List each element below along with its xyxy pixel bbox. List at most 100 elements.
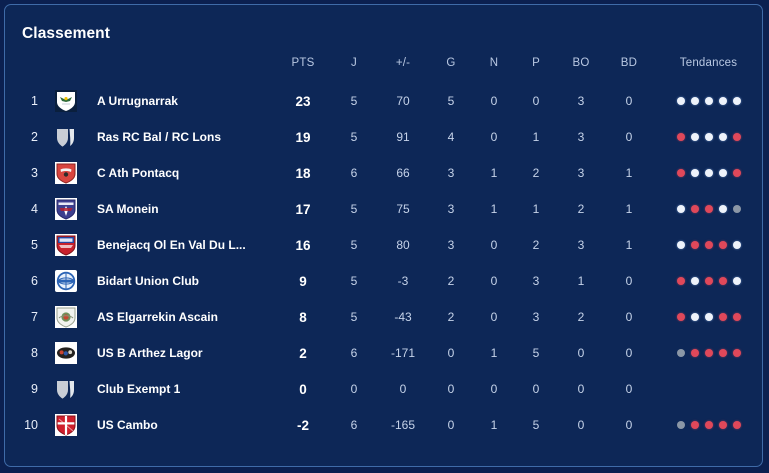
trend-dot-win[interactable] bbox=[690, 313, 699, 321]
stat-diff: 91 bbox=[396, 130, 410, 144]
trend-dot-loss[interactable] bbox=[718, 277, 727, 285]
stat-pts: 2 bbox=[299, 345, 307, 361]
column-header-g[interactable]: G bbox=[446, 57, 456, 69]
column-header-bo[interactable]: BO bbox=[572, 57, 590, 69]
stat-bd: 0 bbox=[625, 418, 633, 432]
trend-dot-loss[interactable] bbox=[690, 421, 699, 429]
table-row[interactable]: 8 US B Arthez Lagor 2 6 -171 0 1 5 0 0 bbox=[5, 335, 762, 371]
trend-dot-win[interactable] bbox=[704, 313, 713, 321]
stat-p: 0 bbox=[532, 94, 540, 108]
trend-dot-win[interactable] bbox=[676, 241, 685, 249]
table-row[interactable]: 5 Benejacq Ol En Val Du L... 16 5 80 3 0 2 3 1 bbox=[5, 227, 762, 263]
stat-pts: 19 bbox=[295, 129, 311, 145]
trend-dot-loss[interactable] bbox=[732, 421, 741, 429]
team-name[interactable]: SA Monein bbox=[97, 202, 159, 216]
column-header-n[interactable]: N bbox=[489, 57, 499, 69]
trend-dot-draw[interactable] bbox=[676, 349, 685, 357]
trend-dot-win[interactable] bbox=[704, 97, 713, 105]
table-row[interactable]: 6 Bidart Union Club 9 5 -3 2 0 3 1 0 bbox=[5, 263, 762, 299]
trend-dot-loss[interactable] bbox=[718, 241, 727, 249]
row-rank: 9 bbox=[31, 382, 38, 396]
trend-dot-loss[interactable] bbox=[718, 421, 727, 429]
stat-j: 6 bbox=[350, 418, 358, 432]
crest-arthez-icon bbox=[55, 342, 77, 364]
trend-dot-loss[interactable] bbox=[676, 133, 685, 141]
trend-dot-loss[interactable] bbox=[718, 313, 727, 321]
trend-dot-win[interactable] bbox=[732, 241, 741, 249]
trend-dot-loss[interactable] bbox=[704, 421, 713, 429]
trend-dot-draw[interactable] bbox=[732, 205, 741, 213]
stat-j: 5 bbox=[350, 130, 358, 144]
table-row[interactable]: 10 US Cambo -2 6 -165 0 1 5 0 0 bbox=[5, 407, 762, 443]
column-header-trend[interactable]: Tendances bbox=[679, 57, 738, 69]
trend-dot-loss[interactable] bbox=[732, 349, 741, 357]
stat-bd: 1 bbox=[625, 202, 633, 216]
trend-dot-loss[interactable] bbox=[732, 169, 741, 177]
team-name[interactable]: C Ath Pontacq bbox=[97, 166, 180, 180]
trend-dot-loss[interactable] bbox=[704, 241, 713, 249]
team-name[interactable]: Ras RC Bal / RC Lons bbox=[97, 130, 222, 144]
trend-dot-loss[interactable] bbox=[732, 133, 741, 141]
trend-dot-loss[interactable] bbox=[732, 313, 741, 321]
team-name[interactable]: AS Elgarrekin Ascain bbox=[97, 310, 218, 324]
trend-dot-win[interactable] bbox=[690, 97, 699, 105]
team-name[interactable]: US B Arthez Lagor bbox=[97, 346, 203, 360]
stat-diff: -43 bbox=[394, 310, 412, 324]
trend-dot-win[interactable] bbox=[676, 205, 685, 213]
row-rank: 4 bbox=[31, 202, 38, 216]
trend-dot-loss[interactable] bbox=[676, 169, 685, 177]
trend-cell bbox=[653, 263, 762, 299]
table-row[interactable]: 3 C Ath Pontacq 18 6 66 3 1 2 3 1 bbox=[5, 155, 762, 191]
table-row[interactable]: 2 Ras RC Bal / RC Lons 19 5 91 4 0 1 3 0 bbox=[5, 119, 762, 155]
trend-dot-loss[interactable] bbox=[690, 205, 699, 213]
column-header-bd[interactable]: BD bbox=[620, 57, 638, 69]
trend-dot-win[interactable] bbox=[690, 277, 699, 285]
table-row[interactable]: 7 AS Elgarrekin Ascain 8 5 -43 2 0 3 2 0 bbox=[5, 299, 762, 335]
trend-dot-draw[interactable] bbox=[676, 421, 685, 429]
stat-bo: 2 bbox=[577, 310, 585, 324]
trend-dot-win[interactable] bbox=[704, 133, 713, 141]
trend-dot-win[interactable] bbox=[676, 97, 685, 105]
table-row[interactable]: 4 SA Monein 17 5 75 3 1 1 2 1 bbox=[5, 191, 762, 227]
team-name[interactable]: A Urrugnarrak bbox=[97, 94, 178, 108]
page-title: Classement bbox=[22, 25, 111, 42]
table-row[interactable]: 9 Club Exempt 1 0 0 0 0 0 0 0 0 bbox=[5, 371, 762, 407]
stat-j: 0 bbox=[350, 382, 358, 396]
trend-dot-win[interactable] bbox=[718, 97, 727, 105]
trend-dot-loss[interactable] bbox=[704, 349, 713, 357]
table-row[interactable]: 1 A Urrugnarrak 23 5 70 5 0 0 3 0 bbox=[5, 83, 762, 119]
stat-n: 0 bbox=[490, 94, 498, 108]
trend-dot-loss[interactable] bbox=[704, 277, 713, 285]
trend-dot-win[interactable] bbox=[718, 133, 727, 141]
column-header-pts[interactable]: PTS bbox=[291, 57, 315, 69]
trend-dot-win[interactable] bbox=[732, 97, 741, 105]
team-name[interactable]: US Cambo bbox=[97, 418, 158, 432]
crest-pontacq-icon bbox=[55, 162, 77, 184]
trend-dot-win[interactable] bbox=[732, 277, 741, 285]
trend-dot-win[interactable] bbox=[690, 133, 699, 141]
trend-dot-loss[interactable] bbox=[704, 205, 713, 213]
column-header-j[interactable]: J bbox=[351, 57, 357, 69]
trend-dot-loss[interactable] bbox=[690, 241, 699, 249]
column-header-p[interactable]: P bbox=[532, 57, 540, 69]
stat-p: 2 bbox=[532, 166, 540, 180]
stat-bd: 0 bbox=[625, 382, 633, 396]
team-name[interactable]: Club Exempt 1 bbox=[97, 382, 181, 396]
trend-dot-win[interactable] bbox=[704, 169, 713, 177]
stat-bd: 0 bbox=[625, 274, 633, 288]
team-name[interactable]: Bidart Union Club bbox=[97, 274, 199, 288]
trend-dot-loss[interactable] bbox=[676, 277, 685, 285]
trend-dot-loss[interactable] bbox=[718, 349, 727, 357]
trend-dot-win[interactable] bbox=[690, 169, 699, 177]
row-rank: 1 bbox=[31, 94, 38, 108]
trend-dot-loss[interactable] bbox=[690, 349, 699, 357]
trend-dot-loss[interactable] bbox=[676, 313, 685, 321]
column-header-diff[interactable]: +/- bbox=[395, 57, 411, 69]
stat-g: 0 bbox=[447, 382, 455, 396]
team-name[interactable]: Benejacq Ol En Val Du L... bbox=[97, 238, 246, 252]
trend-dots bbox=[653, 169, 762, 177]
trend-dot-win[interactable] bbox=[718, 205, 727, 213]
trend-dot-win[interactable] bbox=[718, 169, 727, 177]
stat-diff: -3 bbox=[397, 274, 409, 288]
stat-j: 5 bbox=[350, 202, 358, 216]
